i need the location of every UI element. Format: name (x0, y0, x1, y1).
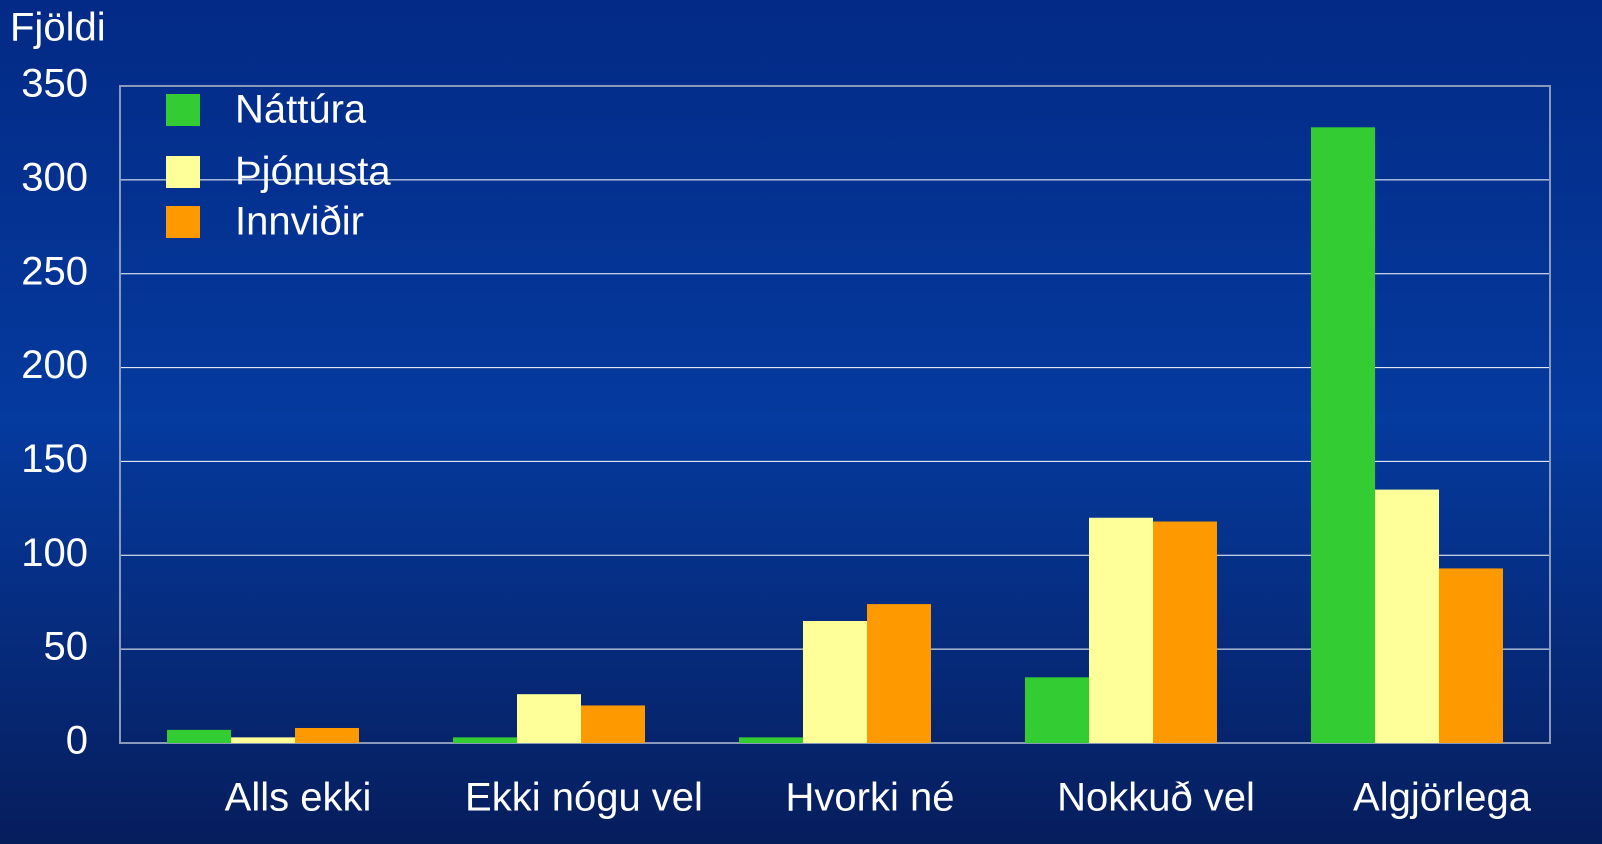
bar (1375, 489, 1439, 743)
x-tick-label: Ekki nógu vel (465, 776, 703, 820)
bar (803, 620, 867, 743)
bar (295, 727, 359, 743)
bar (453, 737, 517, 743)
x-tick-label: Hvorki né (786, 776, 955, 820)
legend-label: Þjónusta (235, 150, 391, 194)
bar (867, 604, 931, 743)
legend-swatch (166, 206, 200, 238)
bar (1311, 127, 1375, 744)
legend-label: Innviðir (235, 200, 364, 244)
y-tick-label: 150 (21, 437, 88, 481)
bar (1153, 521, 1217, 743)
legend-label: Náttúra (235, 88, 367, 132)
y-tick-label: 0 (66, 719, 88, 763)
bar (517, 694, 581, 743)
y-tick-label: 250 (21, 249, 88, 293)
bar (739, 737, 803, 743)
x-tick-label: Nokkuð vel (1057, 776, 1255, 820)
legend-swatch (166, 94, 200, 126)
bar (1089, 517, 1153, 743)
y-tick-label: 350 (21, 62, 88, 106)
legend-swatch (166, 156, 200, 188)
bar (581, 705, 645, 743)
x-tick-label: Algjörlega (1353, 776, 1532, 820)
y-axis-label: Fjöldi (10, 6, 106, 50)
x-tick-label: Alls ekki (225, 776, 372, 820)
y-tick-label: 300 (21, 155, 88, 199)
y-tick-label: 100 (21, 531, 88, 575)
y-tick-label: 200 (21, 343, 88, 387)
bar (231, 737, 295, 743)
bar (1439, 568, 1503, 743)
bar (1025, 677, 1089, 743)
y-tick-label: 50 (44, 625, 89, 669)
bar (167, 729, 231, 743)
